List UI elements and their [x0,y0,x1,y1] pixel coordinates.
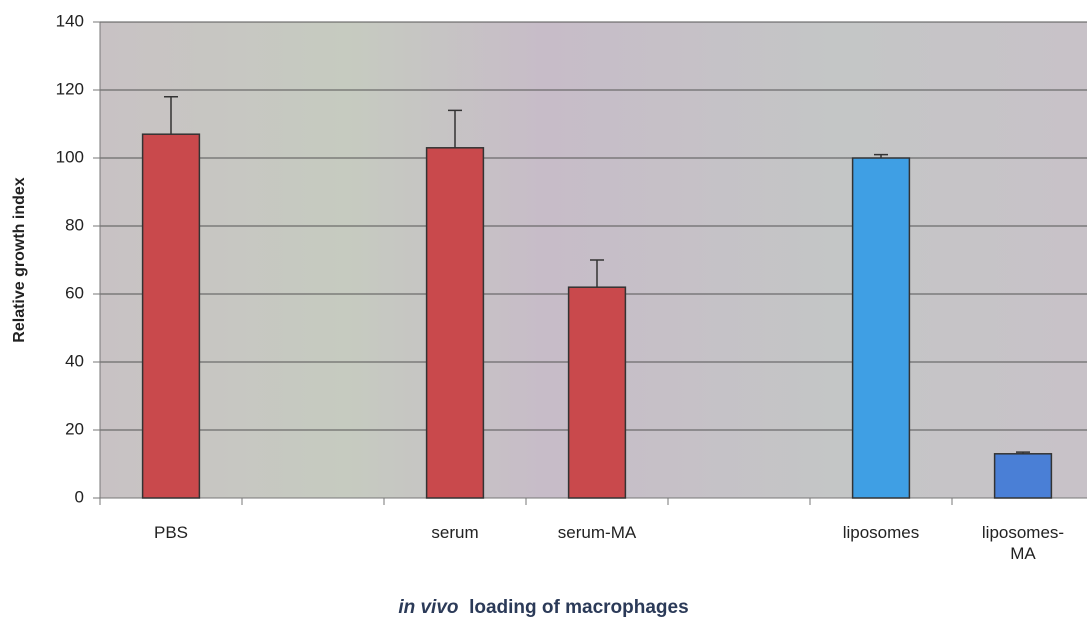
bar [141,133,201,499]
x-tick-label: PBS [153,523,189,542]
y-tick-label: 100 [56,147,84,166]
y-tick-label: 0 [75,487,84,506]
error-bar [1016,451,1030,454]
error-bar [874,153,888,158]
x-axis-label-text: loading of macrophages [469,597,689,618]
bar [993,453,1053,499]
error-bar [590,259,604,288]
y-tick-label: 20 [65,419,84,438]
x-tick-label: serum-MA [557,523,637,542]
y-tick-label: 40 [65,351,84,370]
error-bar [164,96,178,135]
bar [851,157,911,499]
y-tick-label: 60 [65,283,84,302]
bar [567,286,627,499]
y-tick-label: 80 [65,215,84,234]
y-axis-label: Relative growth index [11,177,28,342]
y-tick-label: 120 [56,79,84,98]
x-tick-label: liposomes-MA [981,523,1065,563]
y-tick-label: 140 [56,11,84,30]
bar [425,147,485,499]
error-bar [448,109,462,148]
x-tick-label: liposomes [842,523,920,542]
x-axis-label: in vivo loading of macrophages [0,597,1087,619]
x-tick-label: serum [431,523,479,542]
x-axis-label-italic: in vivo [398,597,459,618]
